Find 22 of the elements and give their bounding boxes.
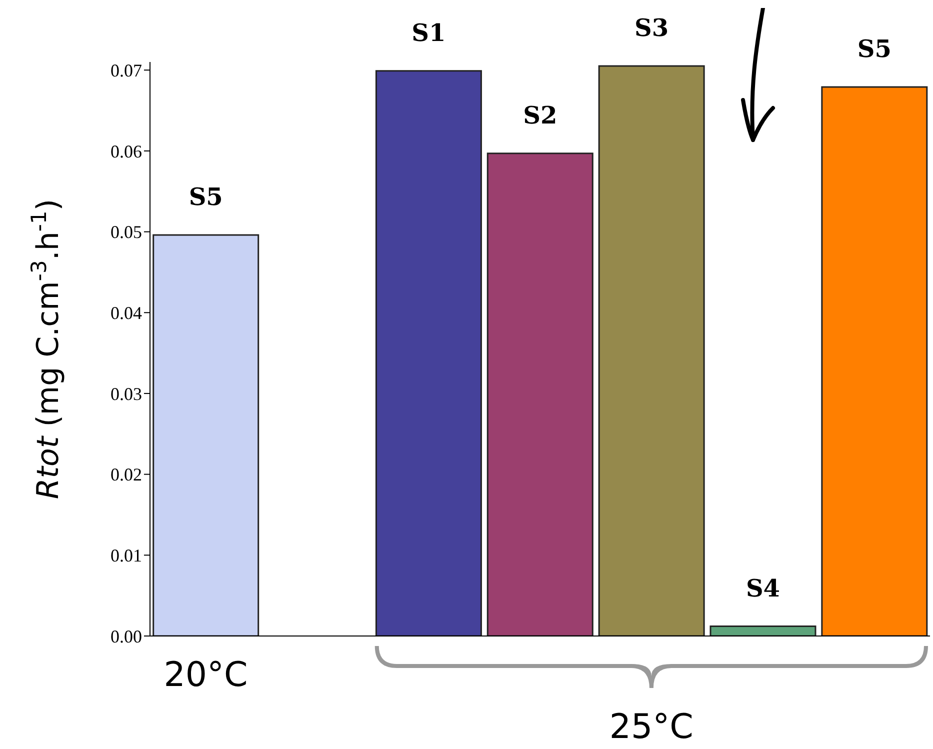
text: 20°C — [164, 655, 248, 695]
bar — [152, 234, 260, 636]
y-tick-label: 0.01 — [110, 546, 142, 566]
bar — [375, 70, 482, 636]
bar — [821, 86, 928, 636]
text: 25°C — [609, 707, 694, 747]
y-tick-label: 0.04 — [110, 303, 142, 324]
x-tick-label: S3 — [634, 13, 669, 42]
x-tick-label: S5 — [188, 182, 223, 212]
y-tick-label: 0.02 — [110, 464, 142, 485]
y-tick-label: 0.05 — [110, 222, 142, 242]
bar — [710, 626, 816, 636]
x-tick-label: S2 — [523, 100, 558, 130]
x-tick-label: S1 — [412, 18, 446, 47]
y-tick-label: 0.00 — [110, 626, 142, 646]
bar — [598, 65, 705, 636]
y-tick-label: 0.07 — [110, 60, 142, 80]
x-tick-label: S4 — [746, 573, 780, 602]
y-tick-label: 0.06 — [110, 141, 142, 162]
x-tick-label: S5 — [857, 34, 892, 64]
y-tick-label: 0.03 — [110, 384, 142, 404]
bar — [486, 152, 594, 636]
